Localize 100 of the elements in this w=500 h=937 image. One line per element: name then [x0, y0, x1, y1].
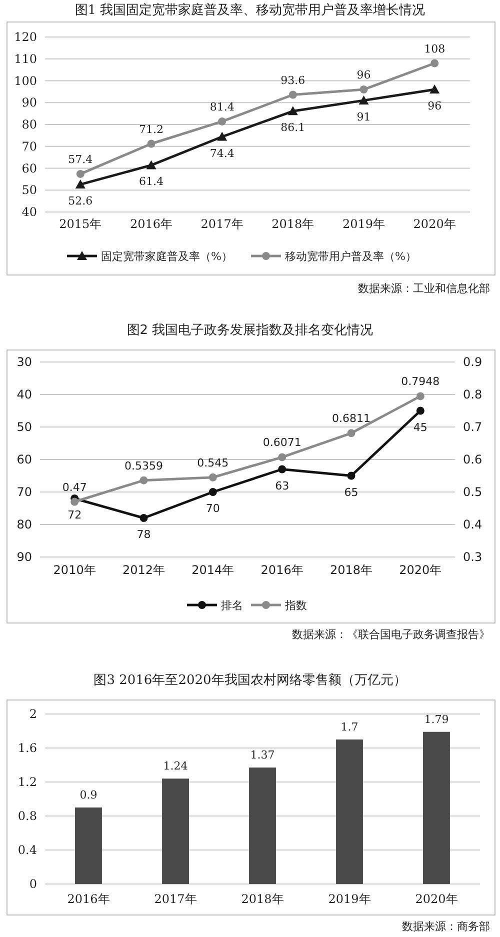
data-label: 96 — [428, 100, 442, 112]
data-label: 0.545 — [197, 456, 229, 470]
point — [70, 498, 79, 506]
x-tick-label: 2018年 — [241, 892, 284, 906]
bar — [249, 768, 276, 884]
data-label: 86.1 — [280, 121, 306, 134]
data-label: 45 — [413, 420, 428, 434]
y2-tick-label: 0.3 — [463, 550, 482, 564]
bar — [423, 732, 450, 884]
data-label: 0.6811 — [332, 412, 370, 426]
y-tick-label: 100 — [14, 74, 37, 88]
bar — [75, 808, 102, 884]
point — [416, 392, 424, 400]
x-tick-label: 2015年 — [59, 217, 102, 231]
data-label: 108 — [424, 42, 446, 56]
y2-tick-label: 0.6 — [463, 452, 482, 466]
y-tick-label: 30 — [16, 355, 32, 369]
x-tick-label: 2012年 — [122, 563, 166, 577]
data-label: 61.4 — [139, 175, 164, 188]
data-label: 57.4 — [68, 152, 93, 166]
point — [347, 429, 356, 438]
chart-title: 图3 2016年至2020年我国农村网络零售额（万亿元） — [94, 673, 406, 688]
legend-label: 指数 — [284, 599, 307, 612]
y-tick-label: 0 — [29, 877, 37, 891]
x-tick-label: 2020年 — [415, 892, 458, 906]
point — [416, 406, 424, 415]
source-note: 数据来源：商务部 — [402, 920, 490, 933]
point — [218, 117, 226, 126]
point — [140, 476, 148, 484]
data-label: 91 — [356, 110, 371, 124]
data-label: 1.37 — [250, 748, 275, 762]
data-label: 1.24 — [163, 760, 188, 773]
y2-tick-label: 0.7 — [463, 420, 482, 434]
y-tick-label: 70 — [16, 485, 32, 499]
data-label: 0.9 — [80, 788, 98, 802]
point — [278, 465, 286, 474]
y-tick-label: 70 — [22, 139, 37, 154]
y-tick-label: 1.2 — [18, 775, 37, 789]
y-tick-label: 60 — [22, 161, 37, 176]
data-label: 74.4 — [210, 146, 234, 160]
point — [208, 488, 217, 496]
y-tick-label: 40 — [16, 388, 32, 402]
y2-tick-label: 0.4 — [463, 518, 482, 532]
data-label: 0.7948 — [401, 375, 440, 388]
legend-label: 移动宽带用户普及率（%） — [285, 250, 416, 263]
data-label: 72 — [68, 508, 82, 522]
point — [288, 90, 297, 99]
x-tick-label: 2016年 — [67, 892, 110, 906]
data-label: 65 — [344, 486, 358, 499]
y-tick-label: 90 — [22, 96, 37, 110]
point — [146, 160, 156, 170]
point — [217, 132, 228, 141]
point — [360, 86, 368, 94]
data-label: 1.7 — [340, 720, 358, 734]
point — [208, 473, 217, 482]
source-note: 数据来源：工业和信息化部 — [358, 282, 490, 295]
point — [430, 59, 439, 68]
point — [76, 170, 84, 178]
x-tick-label: 2010年 — [53, 563, 96, 577]
x-tick-label: 2016年 — [260, 563, 304, 577]
x-tick-label: 2018年 — [272, 217, 314, 231]
data-label: 81.4 — [210, 100, 234, 114]
point — [75, 179, 86, 188]
bar — [336, 740, 363, 884]
y2-tick-label: 0.5 — [463, 485, 482, 499]
y-tick-label: 50 — [22, 183, 37, 198]
point — [140, 514, 148, 522]
y-tick-label: 80 — [16, 518, 32, 532]
y-tick-label: 80 — [22, 118, 37, 132]
x-tick-label: 2017年 — [200, 217, 244, 231]
data-label: 0.6071 — [262, 436, 302, 450]
y-tick-label: 90 — [16, 550, 32, 564]
y2-tick-label: 0.8 — [463, 388, 482, 402]
y-tick-label: 60 — [16, 452, 32, 466]
point — [288, 106, 298, 116]
point — [430, 84, 440, 94]
data-label: 0.47 — [62, 480, 87, 494]
legend-label: 排名 — [221, 599, 243, 612]
point — [358, 95, 369, 104]
y-tick-label: 0.4 — [18, 843, 38, 857]
y2-tick-label: 0.9 — [463, 355, 482, 369]
point — [147, 140, 156, 148]
x-tick-label: 2019年 — [342, 217, 386, 231]
data-label: 96 — [356, 68, 371, 82]
x-tick-label: 2017年 — [154, 892, 197, 906]
bar — [162, 778, 189, 884]
point — [347, 472, 356, 480]
data-label: 52.6 — [68, 194, 93, 208]
y-tick-label: 120 — [14, 30, 37, 44]
data-label: 63 — [275, 479, 290, 492]
x-tick-label: 2016年 — [130, 217, 173, 231]
data-label: 1.79 — [424, 712, 449, 726]
y-tick-label: 40 — [22, 205, 37, 219]
data-label: 71.2 — [139, 122, 164, 136]
legend-label: 固定宽带家庭普及率（%） — [101, 250, 232, 263]
x-tick-label: 2019年 — [328, 892, 371, 906]
y-tick-label: 2 — [29, 707, 37, 721]
x-tick-label: 2014年 — [192, 563, 234, 577]
data-label: 93.6 — [280, 74, 306, 87]
y-tick-label: 50 — [16, 420, 32, 434]
